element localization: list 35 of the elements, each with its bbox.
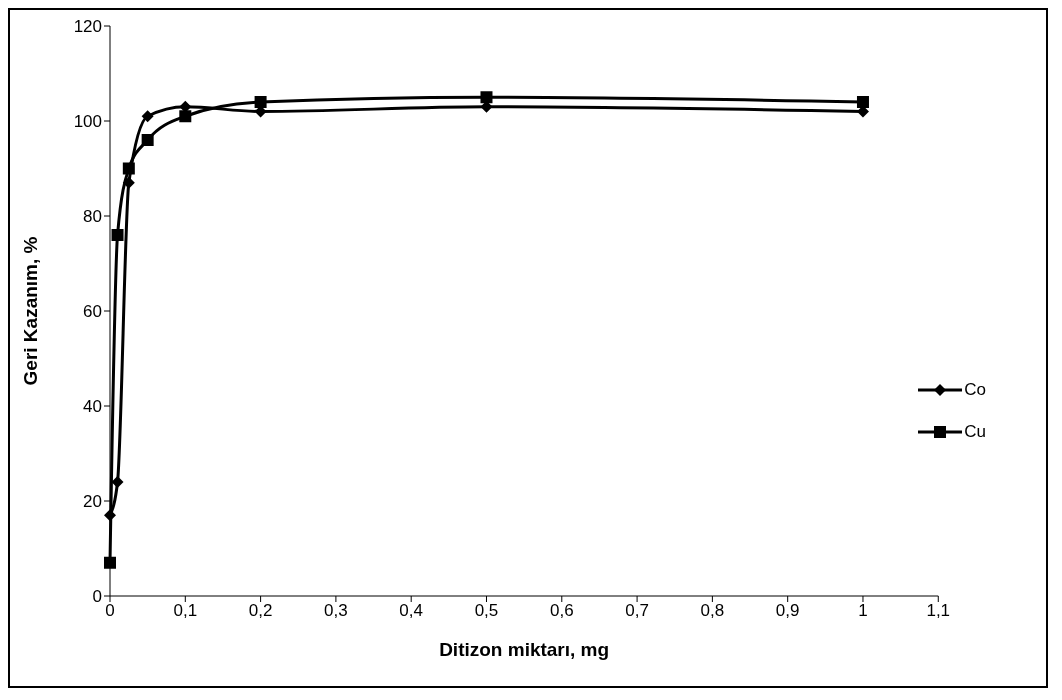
y-tick-label: 0 xyxy=(92,587,102,607)
point xyxy=(141,110,154,123)
y-tick-label: 40 xyxy=(83,397,102,417)
legend-label: Cu xyxy=(964,422,986,442)
legend-label: Co xyxy=(964,380,986,400)
x-tick-label: 0,6 xyxy=(549,601,574,621)
point xyxy=(856,96,869,108)
point xyxy=(111,229,124,241)
y-tick-label: 60 xyxy=(83,302,102,322)
x-tick-label: 1,1 xyxy=(926,601,951,621)
x-tick-label: 0 xyxy=(105,601,115,621)
y-tick-label: 20 xyxy=(83,492,102,512)
x-tick-label: 0,4 xyxy=(399,601,424,621)
y-tick-label: 80 xyxy=(83,207,102,227)
point xyxy=(141,134,154,146)
point xyxy=(122,162,135,175)
x-tick-label: 0,5 xyxy=(474,601,499,621)
x-tick-label: 0,2 xyxy=(248,601,273,621)
x-tick-label: 1 xyxy=(858,601,868,621)
point xyxy=(122,176,135,189)
x-tick-label: 0,7 xyxy=(625,601,649,621)
point xyxy=(104,509,116,522)
point xyxy=(111,476,124,488)
x-tick-label: 0,3 xyxy=(324,601,348,621)
x-tick-label: 0,8 xyxy=(700,601,725,621)
point xyxy=(254,96,267,108)
y-axis-title: Geri Kazanım, % xyxy=(19,236,41,386)
x-axis-title: Ditizon miktarı, mg xyxy=(439,639,610,660)
point xyxy=(179,110,192,123)
point xyxy=(104,556,116,569)
x-tick-label: 0,1 xyxy=(173,601,198,621)
point xyxy=(480,91,493,104)
x-tick-label: 0,9 xyxy=(775,601,800,621)
y-tick-label: 120 xyxy=(73,17,102,37)
y-tick-label: 100 xyxy=(73,112,102,132)
